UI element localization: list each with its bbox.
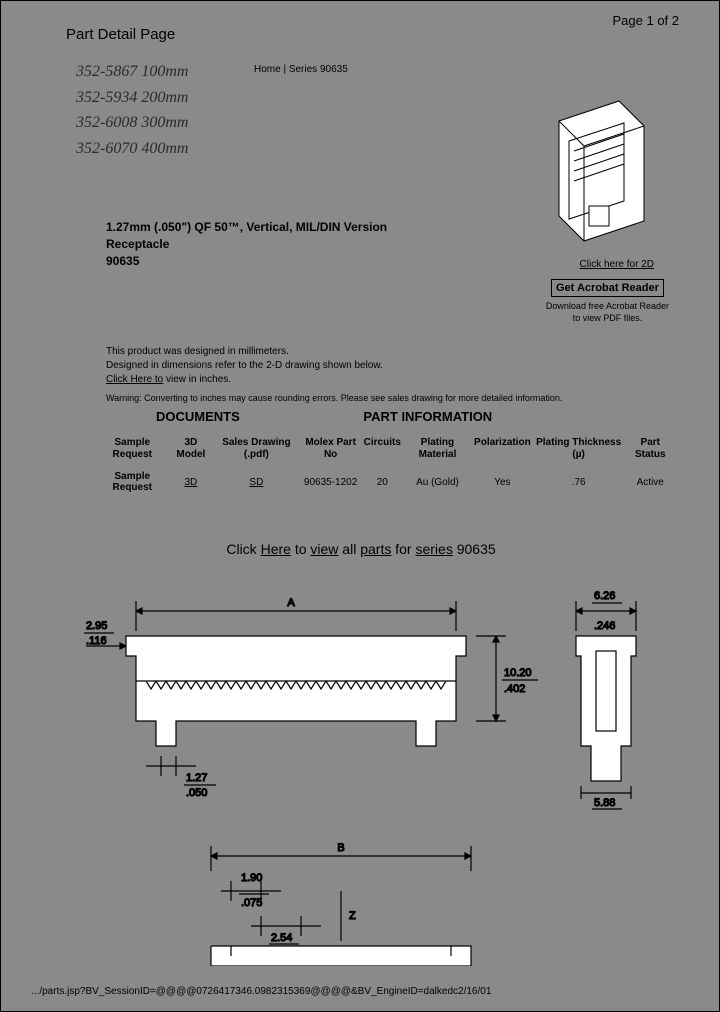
col-header: Sample Request <box>96 433 169 465</box>
connector-isometric-drawing <box>529 91 659 251</box>
svg-text:.246: .246 <box>594 620 615 632</box>
svg-text:5.88: 5.88 <box>594 797 615 809</box>
svg-text:2.95: 2.95 <box>86 620 107 632</box>
warning-text: Warning: Converting to inches may cause … <box>106 393 562 403</box>
product-line: 90635 <box>106 253 387 270</box>
svg-text:1.90: 1.90 <box>241 872 262 884</box>
col-header: Molex Part No <box>300 433 362 465</box>
svg-text:6.26: 6.26 <box>594 590 615 602</box>
product-line: Receptacle <box>106 236 387 253</box>
sample-request-cell[interactable]: Sample Request <box>96 465 169 499</box>
documents-header: DOCUMENTS <box>156 409 240 424</box>
status-cell: Active <box>625 465 676 499</box>
svg-text:.075: .075 <box>241 897 262 909</box>
polarization-cell: Yes <box>472 465 533 499</box>
handwritten-line: 352-5934 200mm <box>76 85 188 111</box>
plating-cell: Au (Gold) <box>403 465 472 499</box>
handwritten-notes: 352-5867 100mm 352-5934 200mm 352-6008 3… <box>76 59 188 161</box>
col-header: Plating Thickness (µ) <box>533 433 625 465</box>
svg-text:10.20: 10.20 <box>504 667 532 679</box>
acrobat-icon: Get Acrobat Reader <box>551 279 664 297</box>
table-header-row: Sample Request 3D Model Sales Drawing (.… <box>96 433 676 465</box>
thickness-cell: .76 <box>533 465 625 499</box>
breadcrumb[interactable]: Home | Series 90635 <box>254 64 348 75</box>
sales-drawing-link[interactable]: SD <box>213 465 299 499</box>
col-header: 3D Model <box>169 433 214 465</box>
handwritten-line: 352-6070 400mm <box>76 136 188 162</box>
note-line: This product was designed in millimeters… <box>106 345 383 359</box>
acrobat-text: Download free Acrobat Reader <box>546 301 669 313</box>
footer-url: .../parts.jsp?BV_SessionID=@@@@072641734… <box>31 986 691 997</box>
handwritten-line: 352-6008 300mm <box>76 110 188 136</box>
col-header: Plating Material <box>403 433 472 465</box>
page-title: Part Detail Page <box>66 26 175 43</box>
acrobat-text: to view PDF files. <box>546 313 669 325</box>
note-line: Click Here to view in inches. <box>106 373 383 387</box>
part-info-header: PART INFORMATION <box>363 409 492 424</box>
svg-text:B: B <box>337 842 344 854</box>
3d-model-link[interactable]: 3D <box>169 465 214 499</box>
col-header: Circuits <box>362 433 403 465</box>
svg-text:.402: .402 <box>504 683 525 695</box>
svg-text:2.54: 2.54 <box>271 932 292 944</box>
click-here-link[interactable]: Click Here to <box>106 374 163 385</box>
technical-drawing-bottom: B 1.90 .075 2.54 .100 Z <box>181 831 501 966</box>
product-line: 1.27mm (.050") QF 50™, Vertical, MIL/DIN… <box>106 219 387 236</box>
svg-text:.050: .050 <box>186 787 207 799</box>
click-2d-link[interactable]: Click here for 2D <box>580 259 654 270</box>
page-number: Page 1 of 2 <box>613 13 680 28</box>
col-header: Part Status <box>625 433 676 465</box>
col-header: Polarization <box>472 433 533 465</box>
svg-text:1.27: 1.27 <box>186 772 207 784</box>
parts-table: Sample Request 3D Model Sales Drawing (.… <box>96 433 676 499</box>
handwritten-line: 352-5867 100mm <box>76 59 188 85</box>
acrobat-reader-promo[interactable]: Get Acrobat Reader Download free Acrobat… <box>546 279 669 324</box>
product-title: 1.27mm (.050") QF 50™, Vertical, MIL/DIN… <box>106 219 387 269</box>
part-no-cell: 90635-1202 <box>300 465 362 499</box>
col-header: Sales Drawing (.pdf) <box>213 433 299 465</box>
technical-drawing-front-side: A 2.95 .116 1.27 .050 10.20 <box>66 581 666 816</box>
svg-text:Z: Z <box>349 910 356 922</box>
table-row: Sample Request 3D SD 90635-1202 20 Au (G… <box>96 465 676 499</box>
section-headers: DOCUMENTS PART INFORMATION <box>106 409 666 424</box>
note-line: Designed in dimensions refer to the 2-D … <box>106 359 383 373</box>
circuits-cell: 20 <box>362 465 403 499</box>
svg-text:A: A <box>287 597 295 609</box>
svg-text:.116: .116 <box>86 635 107 647</box>
view-all-parts-link[interactable]: Click Here to view all parts for series … <box>1 541 720 557</box>
design-notes: This product was designed in millimeters… <box>106 345 383 387</box>
